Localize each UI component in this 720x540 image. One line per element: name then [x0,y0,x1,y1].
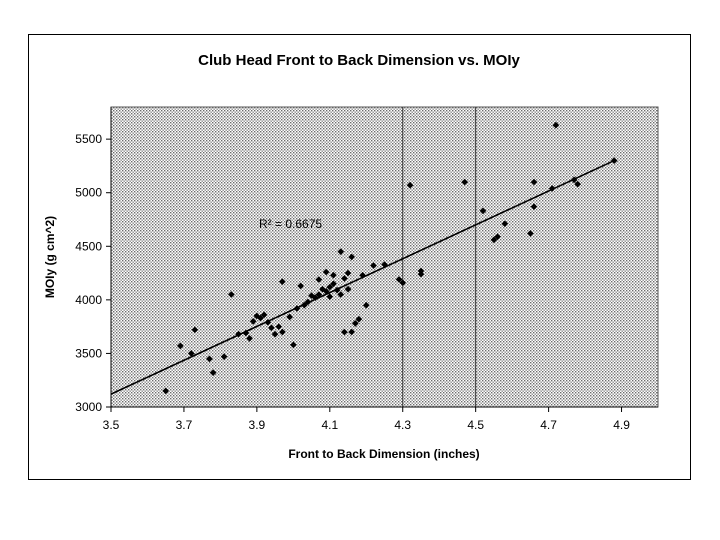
x-tick-label-6: 4.7 [540,418,557,432]
x-axis-ticks: 3.5 3.7 3.9 4.1 4.3 4.5 4.7 4.9 [103,407,631,432]
chart: Club Head Front to Back Dimension vs. MO… [29,35,690,479]
chart-title: Club Head Front to Back Dimension vs. MO… [198,52,520,69]
plot-area [111,107,658,407]
x-tick-label-1: 3.7 [176,418,193,432]
chart-frame: Club Head Front to Back Dimension vs. MO… [28,34,691,480]
x-tick-label-2: 3.9 [249,418,266,432]
y-tick-label-3: 4500 [75,239,102,253]
x-axis-label: Front to Back Dimension (inches) [288,447,479,461]
y-tick-label-2: 4000 [75,293,102,307]
x-tick-label-4: 4.3 [394,418,411,432]
y-tick-label-5: 5500 [75,132,102,146]
y-tick-label-4: 5000 [75,186,102,200]
x-tick-label-7: 4.9 [613,418,630,432]
x-tick-label-0: 3.5 [103,418,120,432]
y-axis-label: MOIy (g cm^2) [43,216,57,298]
y-tick-label-1: 3500 [75,346,102,360]
x-tick-label-5: 4.5 [467,418,484,432]
x-tick-label-3: 4.1 [321,418,338,432]
y-tick-label-0: 3000 [75,400,102,414]
r-squared-annotation: R² = 0.6675 [259,217,322,231]
y-axis-ticks: 3000 3500 4000 4500 5000 5500 [75,132,111,414]
